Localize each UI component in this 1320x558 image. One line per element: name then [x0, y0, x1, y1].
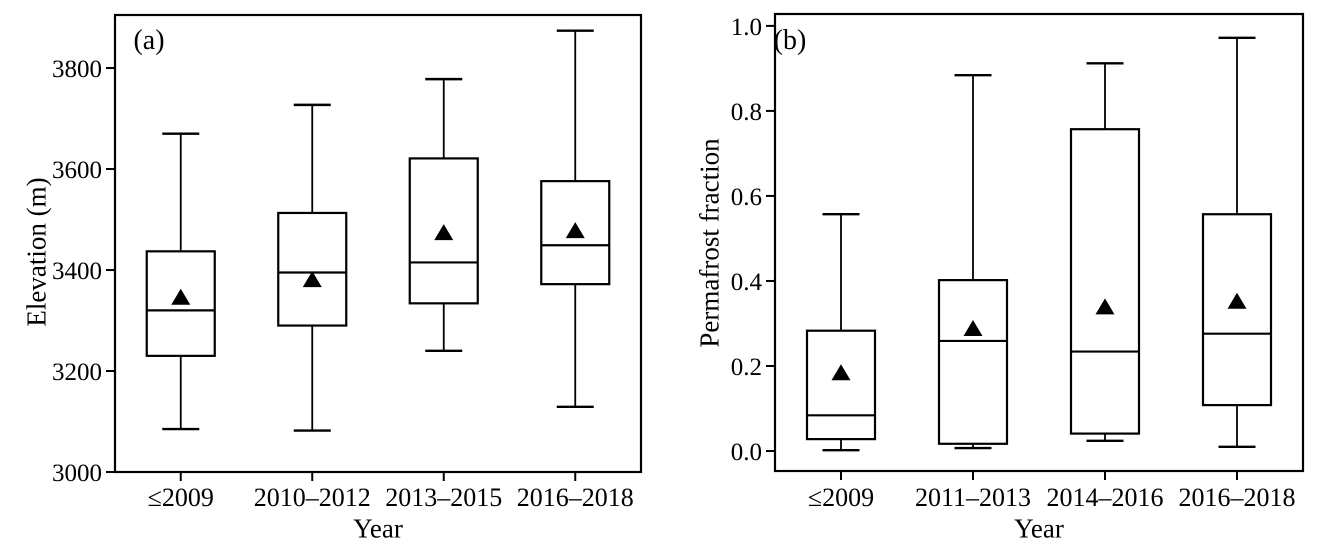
mean-marker	[831, 364, 851, 381]
mean-marker	[302, 271, 322, 288]
iqr-box	[1201, 213, 1273, 407]
panel-b-label: (b)	[773, 25, 807, 56]
mean-marker	[963, 320, 983, 337]
iqr-box	[937, 279, 1009, 445]
panel-b-y-axis-title: Permafrost fraction	[694, 138, 725, 348]
y-tick-label: 0.0	[731, 439, 762, 466]
y-tick-label: 3800	[52, 56, 102, 83]
mean-marker	[171, 288, 191, 305]
iqr-box	[540, 180, 611, 286]
plot-border	[773, 12, 1305, 473]
panel-a-chart: 3000 3200 3400 3600 3800 ≤2009 2010–2012 2013–2…	[52, 13, 643, 512]
mean-marker	[565, 222, 585, 239]
x-tick-label: 2013–2015	[385, 483, 502, 512]
iqr-box	[1069, 128, 1141, 435]
y-tick-label: 3600	[52, 157, 102, 184]
iqr-box	[805, 329, 877, 441]
iqr-box	[277, 211, 348, 327]
y-tick-label: 0.2	[731, 354, 762, 381]
y-tick-label: 3200	[52, 359, 102, 386]
y-tick-label: 1.0	[731, 14, 762, 41]
panel-b-chart: 0.0 0.2 0.4 0.6 0.8 1.0 ≤2009 2011–2013 2014–201…	[731, 12, 1305, 512]
x-tick-label: 2010–2012	[254, 483, 371, 512]
panel-a-y-axis-title: Elevation (m)	[21, 177, 52, 327]
x-tick-label: 2016–2018	[517, 483, 634, 512]
y-tick-label: 0.4	[731, 269, 763, 296]
y-tick-label: 0.8	[731, 99, 762, 126]
plot-border	[113, 13, 643, 474]
x-tick-label: 2016–2018	[1179, 483, 1296, 512]
panel-a-x-axis-title: Year	[353, 513, 403, 544]
mean-marker	[1095, 298, 1115, 315]
x-tick-label: ≤2009	[148, 483, 214, 512]
x-tick-label: 2014–2016	[1047, 483, 1164, 512]
x-tick-label: 2011–2013	[915, 483, 1031, 512]
panel-a-label: (a)	[133, 25, 165, 56]
panel-b-x-axis-title: Year	[1014, 513, 1064, 544]
mean-marker	[1227, 292, 1247, 309]
y-tick-label: 0.6	[731, 184, 762, 211]
y-tick-label: 3400	[52, 258, 102, 285]
mean-marker	[434, 224, 454, 241]
x-tick-label: ≤2009	[808, 483, 874, 512]
y-tick-label: 3000	[52, 460, 102, 487]
